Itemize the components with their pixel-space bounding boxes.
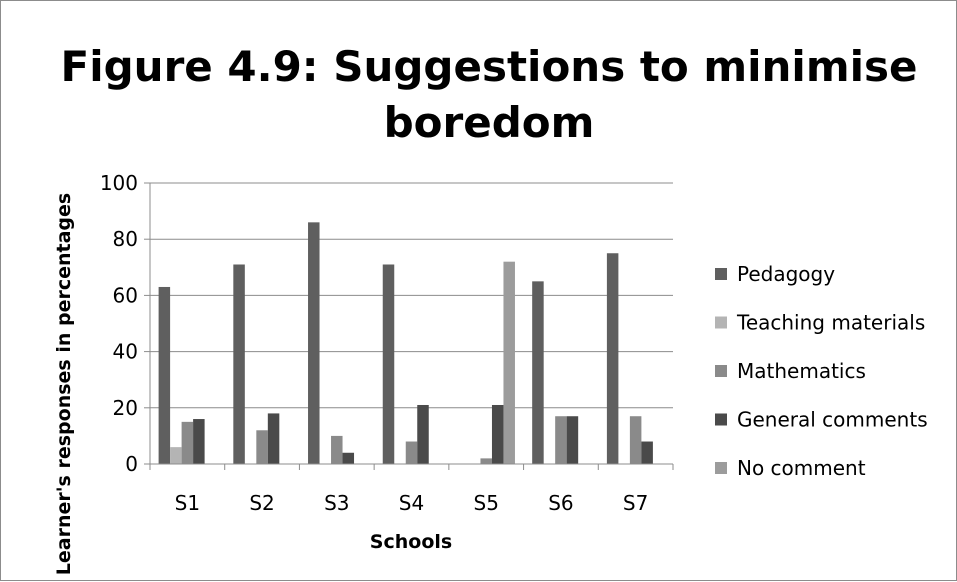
- bar-pedagogy-s2: [233, 264, 245, 464]
- bar-general-comments-s5: [491, 404, 504, 464]
- bar-mathematics-s6: [555, 416, 567, 464]
- bar-mathematics-s5: [480, 458, 492, 464]
- x-tick-label: S5: [474, 491, 499, 515]
- x-tick-label: S6: [548, 491, 573, 515]
- y-tick-label: 100: [100, 171, 138, 195]
- legend-label: No comment: [737, 456, 866, 480]
- y-tick-label: 60: [113, 283, 138, 307]
- y-tick-label: 40: [113, 340, 138, 364]
- y-tick-label: 20: [113, 396, 138, 420]
- chart-title-line-1: Figure 4.9: Suggestions to minimise: [61, 42, 918, 91]
- x-axis-title: Schools: [370, 531, 452, 553]
- bar-general-comments-s6: [566, 416, 579, 464]
- chart-title-line-2: boredom: [384, 98, 595, 147]
- y-tick-label: 80: [113, 227, 138, 251]
- legend-swatch: [715, 365, 727, 377]
- gridlines: [150, 182, 673, 409]
- legend-swatch: [715, 413, 727, 426]
- bar-general-comments-s3: [342, 452, 355, 464]
- legend-label: Mathematics: [737, 359, 866, 383]
- bar-mathematics-s4: [405, 441, 418, 464]
- bar-mathematics-s7: [629, 416, 642, 464]
- legend: Pedagogy Teaching materials Mathematics Gen…: [715, 262, 928, 480]
- legend-label: Teaching materials: [736, 311, 925, 335]
- x-tick-label: S7: [623, 491, 648, 515]
- legend-label: General comments: [737, 408, 928, 432]
- y-axis-title: Learner's responses in percentages: [53, 193, 75, 575]
- bar-pedagogy-s6: [532, 281, 544, 464]
- x-tick-label: S2: [249, 491, 274, 515]
- x-tick-label: S4: [399, 491, 424, 515]
- legend-swatch: [715, 462, 727, 474]
- x-tick-label: S3: [324, 491, 349, 515]
- bar-mathematics-s3: [331, 435, 343, 464]
- bar-general-comments-s4: [417, 404, 429, 464]
- x-tick-label: S1: [175, 491, 200, 515]
- bar-no-comment-s5: [503, 261, 515, 464]
- bar-pedagogy-s3: [308, 222, 320, 464]
- bar-general-comments-s2: [267, 413, 280, 464]
- bar-general-comments-s7: [641, 441, 653, 464]
- bar-pedagogy-s7: [606, 253, 619, 464]
- legend-swatch: [715, 316, 727, 329]
- legend-label: Pedagogy: [737, 262, 835, 286]
- bar-mathematics-s1: [181, 421, 194, 464]
- axes: 0 20 40 60 80 100 S1 S2 S3 S4 S5 S6 S7: [100, 171, 674, 515]
- bar-pedagogy-s4: [382, 264, 395, 464]
- chart-title: Figure 4.9: Suggestions to minimise bore…: [61, 42, 918, 147]
- legend-swatch: [715, 268, 727, 280]
- y-tick-label: 0: [125, 452, 138, 476]
- bar-teaching-materials-s1: [170, 447, 182, 464]
- bar-mathematics-s2: [256, 430, 268, 464]
- bars: [158, 222, 653, 464]
- bar-pedagogy-s1: [158, 286, 171, 464]
- bar-general-comments-s1: [193, 419, 205, 464]
